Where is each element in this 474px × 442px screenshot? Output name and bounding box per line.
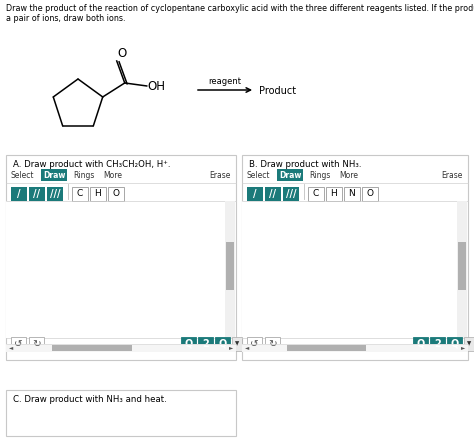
Bar [265, 187, 281, 201]
Bar [464, 337, 474, 351]
Bar [6, 201, 225, 338]
Bar [362, 187, 378, 201]
Bar [226, 242, 234, 290]
Text: C: C [77, 190, 83, 198]
Text: ◄: ◄ [9, 346, 13, 351]
Bar [11, 187, 27, 201]
Bar [247, 337, 262, 351]
Bar [242, 155, 468, 360]
Text: Q: Q [450, 339, 459, 349]
Text: C. Draw product with NH₃ and heat.: C. Draw product with NH₃ and heat. [13, 395, 167, 404]
Text: Rings: Rings [309, 171, 330, 179]
Bar [181, 337, 196, 351]
Bar [29, 187, 45, 201]
Bar [287, 345, 366, 351]
Bar [283, 187, 299, 201]
Bar [6, 155, 236, 360]
Text: Select: Select [11, 171, 35, 179]
Text: 2: 2 [202, 339, 209, 349]
Text: ▼: ▼ [467, 342, 471, 347]
Text: 2: 2 [434, 339, 441, 349]
Text: ↻: ↻ [268, 339, 277, 349]
Bar [198, 337, 213, 351]
Bar [326, 187, 342, 201]
Bar [265, 337, 280, 351]
Text: Q: Q [184, 339, 192, 349]
Text: Q: Q [416, 339, 425, 349]
Text: O: O [112, 190, 119, 198]
Bar [47, 187, 63, 201]
Bar [413, 337, 428, 351]
Bar [458, 242, 466, 290]
Text: H: H [95, 190, 101, 198]
Text: Draw: Draw [279, 171, 301, 179]
Text: O: O [118, 47, 127, 60]
Bar [90, 187, 106, 201]
Text: /: / [253, 189, 257, 199]
Text: ///: /// [286, 189, 296, 199]
Text: Draw the product of the reaction of cyclopentane carboxylic acid with the three : Draw the product of the reaction of cycl… [6, 4, 474, 13]
Text: ▼: ▼ [235, 342, 239, 347]
Text: //: // [34, 189, 40, 199]
Text: ►: ► [229, 346, 233, 351]
Bar [108, 187, 124, 201]
Text: ◄: ◄ [245, 346, 249, 351]
Bar [215, 337, 230, 351]
Text: Product: Product [259, 86, 296, 96]
Text: ///: /// [50, 189, 60, 199]
Text: Erase: Erase [210, 171, 231, 179]
Bar [6, 344, 236, 352]
Text: /: / [17, 189, 21, 199]
Bar [430, 337, 445, 351]
Bar [277, 169, 303, 181]
Bar [232, 337, 242, 351]
Bar [11, 337, 26, 351]
Bar [72, 187, 88, 201]
Bar [447, 337, 462, 351]
Text: Erase: Erase [442, 171, 463, 179]
Text: More: More [339, 171, 358, 179]
Text: A. Draw product with CH₃CH₂OH, H⁺.: A. Draw product with CH₃CH₂OH, H⁺. [13, 160, 171, 169]
Text: Q: Q [219, 339, 227, 349]
Text: ↺: ↺ [250, 339, 259, 349]
Text: ↻: ↻ [32, 339, 41, 349]
Bar [29, 337, 44, 351]
Text: OH: OH [148, 80, 166, 93]
Text: ↺: ↺ [14, 339, 23, 349]
Bar [6, 390, 236, 436]
Text: Draw: Draw [43, 171, 65, 179]
Bar [242, 201, 457, 338]
Text: //: // [270, 189, 276, 199]
Text: More: More [103, 171, 122, 179]
Bar [344, 187, 360, 201]
Text: O: O [366, 190, 374, 198]
Text: Rings: Rings [73, 171, 94, 179]
Bar [242, 344, 468, 352]
Text: a pair of ions, draw both ions.: a pair of ions, draw both ions. [6, 14, 126, 23]
Bar [52, 345, 133, 351]
Bar [457, 201, 467, 338]
Bar [308, 187, 324, 201]
Bar [247, 187, 263, 201]
Text: reagent: reagent [209, 77, 241, 86]
Text: ►: ► [461, 346, 465, 351]
Text: Select: Select [247, 171, 271, 179]
Bar [41, 169, 67, 181]
Text: N: N [348, 190, 356, 198]
Text: C: C [313, 190, 319, 198]
Text: B. Draw product with NH₃.: B. Draw product with NH₃. [249, 160, 362, 169]
Text: H: H [331, 190, 337, 198]
Bar [225, 201, 235, 338]
